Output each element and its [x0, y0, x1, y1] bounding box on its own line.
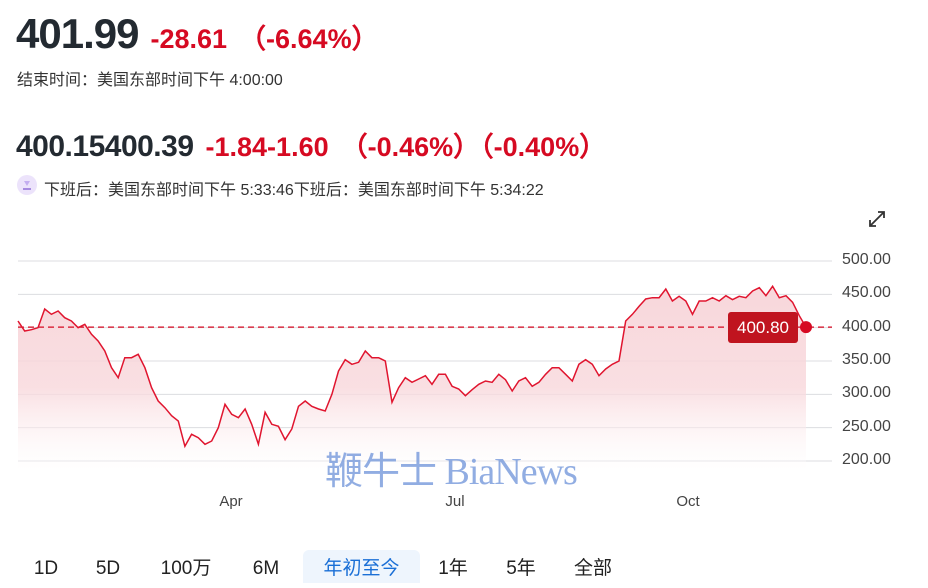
watermark: 鞭牛士 BiaNews	[325, 440, 577, 495]
last-value-label: 400.80	[728, 312, 798, 343]
y-tick-label: 250.00	[842, 418, 891, 436]
x-tick-label: Apr	[211, 493, 251, 510]
after-hours-change: -1.84-1.60	[206, 132, 329, 163]
close-time: 结束时间：美国东部时间下午 4:00:00	[17, 66, 283, 90]
range-tab[interactable]: 年初至今	[303, 550, 420, 583]
y-tick-label: 300.00	[842, 384, 891, 402]
range-tab[interactable]: 100万	[150, 550, 222, 583]
after-hours-time: 下班后：美国东部时间下午 5:33:46下班后：美国东部时间下午 5:34:22	[44, 176, 544, 200]
y-tick-label: 400.00	[842, 318, 891, 336]
expand-arrows-icon[interactable]	[866, 208, 888, 230]
range-tab[interactable]: 1D	[20, 550, 72, 583]
y-tick-label: 350.00	[842, 351, 891, 369]
y-tick-label: 500.00	[842, 251, 891, 269]
range-tab[interactable]: 全部	[560, 550, 626, 583]
after-hours-price: 400.15400.39	[16, 130, 194, 164]
quote-row: 401.99 -28.61 （-6.64%）	[16, 10, 379, 58]
y-tick-label: 450.00	[842, 284, 891, 302]
price-change: -28.61	[150, 24, 227, 55]
range-tab[interactable]: 1年	[428, 550, 478, 583]
after-hours-sunset-icon	[17, 175, 37, 195]
price-change-pct: （-6.64%）	[239, 17, 379, 56]
range-tab[interactable]: 6M	[240, 550, 292, 583]
after-hours-row: 400.15400.39 -1.84-1.60 （-0.46%）（-0.40%）	[16, 125, 606, 164]
last-price: 401.99	[16, 10, 138, 58]
range-tab[interactable]: 5年	[494, 550, 548, 583]
after-hours-change-pct: （-0.46%）（-0.40%）	[341, 125, 607, 164]
x-tick-label: Oct	[668, 493, 708, 510]
x-tick-label: Jul	[435, 493, 475, 510]
range-tab[interactable]: 5D	[86, 550, 130, 583]
y-tick-label: 200.00	[842, 451, 891, 469]
last-point-marker	[800, 321, 812, 333]
